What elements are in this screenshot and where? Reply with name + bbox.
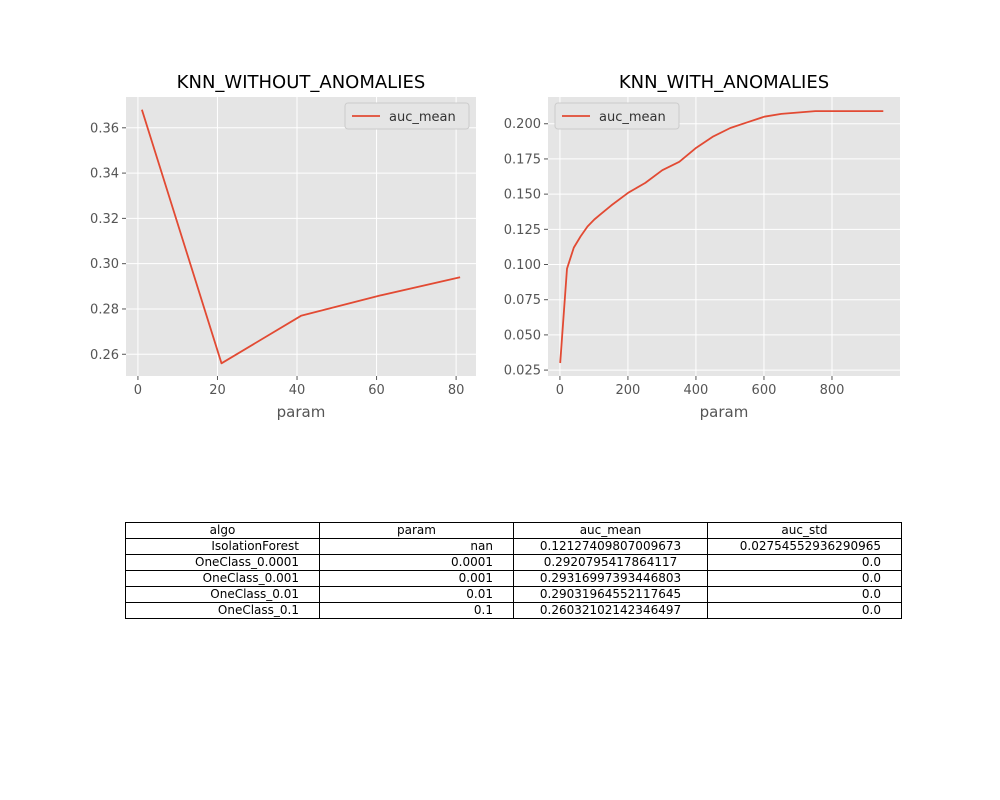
y-tick-label: 0.075 xyxy=(504,293,541,308)
table-cell: OneClass_0.1 xyxy=(125,602,320,619)
table-cell: nan xyxy=(319,538,514,555)
x-tick-label: 200 xyxy=(616,383,641,398)
y-tick-label: 0.32 xyxy=(90,212,119,227)
series-line-auc_mean xyxy=(141,109,461,365)
y-tick-label: 0.26 xyxy=(90,348,119,363)
legend: auc_mean xyxy=(344,102,470,130)
y-tick-label: 0.125 xyxy=(504,223,541,238)
y-tick-label: 0.36 xyxy=(90,121,119,136)
x-tick-label: 400 xyxy=(684,383,709,398)
table-cell: 0.2920795417864117 xyxy=(513,554,708,571)
x-tick-label: 40 xyxy=(289,383,306,398)
table-row: OneClass_0.001 0.001 0.29316997393446803… xyxy=(125,570,902,587)
table-header-row: algo param auc_mean auc_std xyxy=(125,522,902,539)
legend-box xyxy=(554,102,680,130)
x-tick-label: 60 xyxy=(368,383,385,398)
legend: auc_mean xyxy=(554,102,680,130)
table-cell: 0.0 xyxy=(707,554,902,571)
column-header-algo: algo xyxy=(125,522,320,539)
legend-box xyxy=(344,102,470,130)
table-cell: IsolationForest xyxy=(125,538,320,555)
x-axis-label: param xyxy=(700,403,749,421)
chart-panel-2: 0 200 400 600 800 0.025 0.050 0.075 0.100 0.125 0.… xyxy=(504,72,900,421)
table-cell: 0.0001 xyxy=(319,554,514,571)
x-tick-label: 80 xyxy=(448,383,465,398)
table-cell: 0.29316997393446803 xyxy=(513,570,708,587)
table-row: OneClass_0.01 0.01 0.29031964552117645 0… xyxy=(125,586,902,603)
table-cell: OneClass_0.001 xyxy=(125,570,320,587)
chart-title: KNN_WITHOUT_ANOMALIES xyxy=(177,72,426,93)
table-row: IsolationForest nan 0.12127409807009673 … xyxy=(125,538,902,555)
figure: 0 20 40 60 80 0.26 0.28 0.30 0.32 0.34 0.36 KNN_WIT… xyxy=(90,72,900,421)
chart-title: KNN_WITH_ANOMALIES xyxy=(619,72,829,93)
series-line-auc_mean xyxy=(559,110,884,364)
y-tick-label: 0.175 xyxy=(504,152,541,167)
x-tick-label: 800 xyxy=(820,383,845,398)
results-table: algo param auc_mean auc_std IsolationFor… xyxy=(125,522,902,619)
plot-area xyxy=(126,97,476,376)
y-tick-label: 0.100 xyxy=(504,258,541,273)
y-tick-label: 0.050 xyxy=(504,328,541,343)
x-tick-label: 600 xyxy=(752,383,777,398)
y-tick-label: 0.200 xyxy=(504,117,541,132)
table-cell: 0.01 xyxy=(319,586,514,603)
column-header-auc-std: auc_std xyxy=(707,522,902,539)
table-row: OneClass_0.1 0.1 0.26032102142346497 0.0 xyxy=(125,602,902,619)
table-cell: 0.0 xyxy=(707,602,902,619)
table-cell: 0.1 xyxy=(319,602,514,619)
chart-panel-1: 0 20 40 60 80 0.26 0.28 0.30 0.32 0.34 0.36 KNN_WIT… xyxy=(90,72,476,421)
column-header-auc-mean: auc_mean xyxy=(513,522,708,539)
legend-label: auc_mean xyxy=(599,110,666,125)
x-axis-label: param xyxy=(277,403,326,421)
table-cell: OneClass_0.01 xyxy=(125,586,320,603)
table-cell: 0.12127409807009673 xyxy=(513,538,708,555)
table-cell: 0.001 xyxy=(319,570,514,587)
plot-area xyxy=(548,97,900,376)
x-tick-label: 0 xyxy=(134,383,142,398)
table-cell: OneClass_0.0001 xyxy=(125,554,320,571)
table-cell: 0.02754552936290965 xyxy=(707,538,902,555)
x-tick-label: 20 xyxy=(209,383,226,398)
x-tick-label: 0 xyxy=(556,383,564,398)
table-cell: 0.29031964552117645 xyxy=(513,586,708,603)
y-tick-label: 0.30 xyxy=(90,257,119,272)
y-tick-label: 0.150 xyxy=(504,188,541,203)
table-row: OneClass_0.0001 0.0001 0.292079541786411… xyxy=(125,554,902,571)
y-tick-label: 0.025 xyxy=(504,364,541,379)
y-tick-label: 0.28 xyxy=(90,302,119,317)
table-cell: 0.0 xyxy=(707,570,902,587)
table-cell: 0.26032102142346497 xyxy=(513,602,708,619)
table-cell: 0.0 xyxy=(707,586,902,603)
y-tick-label: 0.34 xyxy=(90,167,119,182)
column-header-param: param xyxy=(319,522,514,539)
legend-label: auc_mean xyxy=(389,110,456,125)
